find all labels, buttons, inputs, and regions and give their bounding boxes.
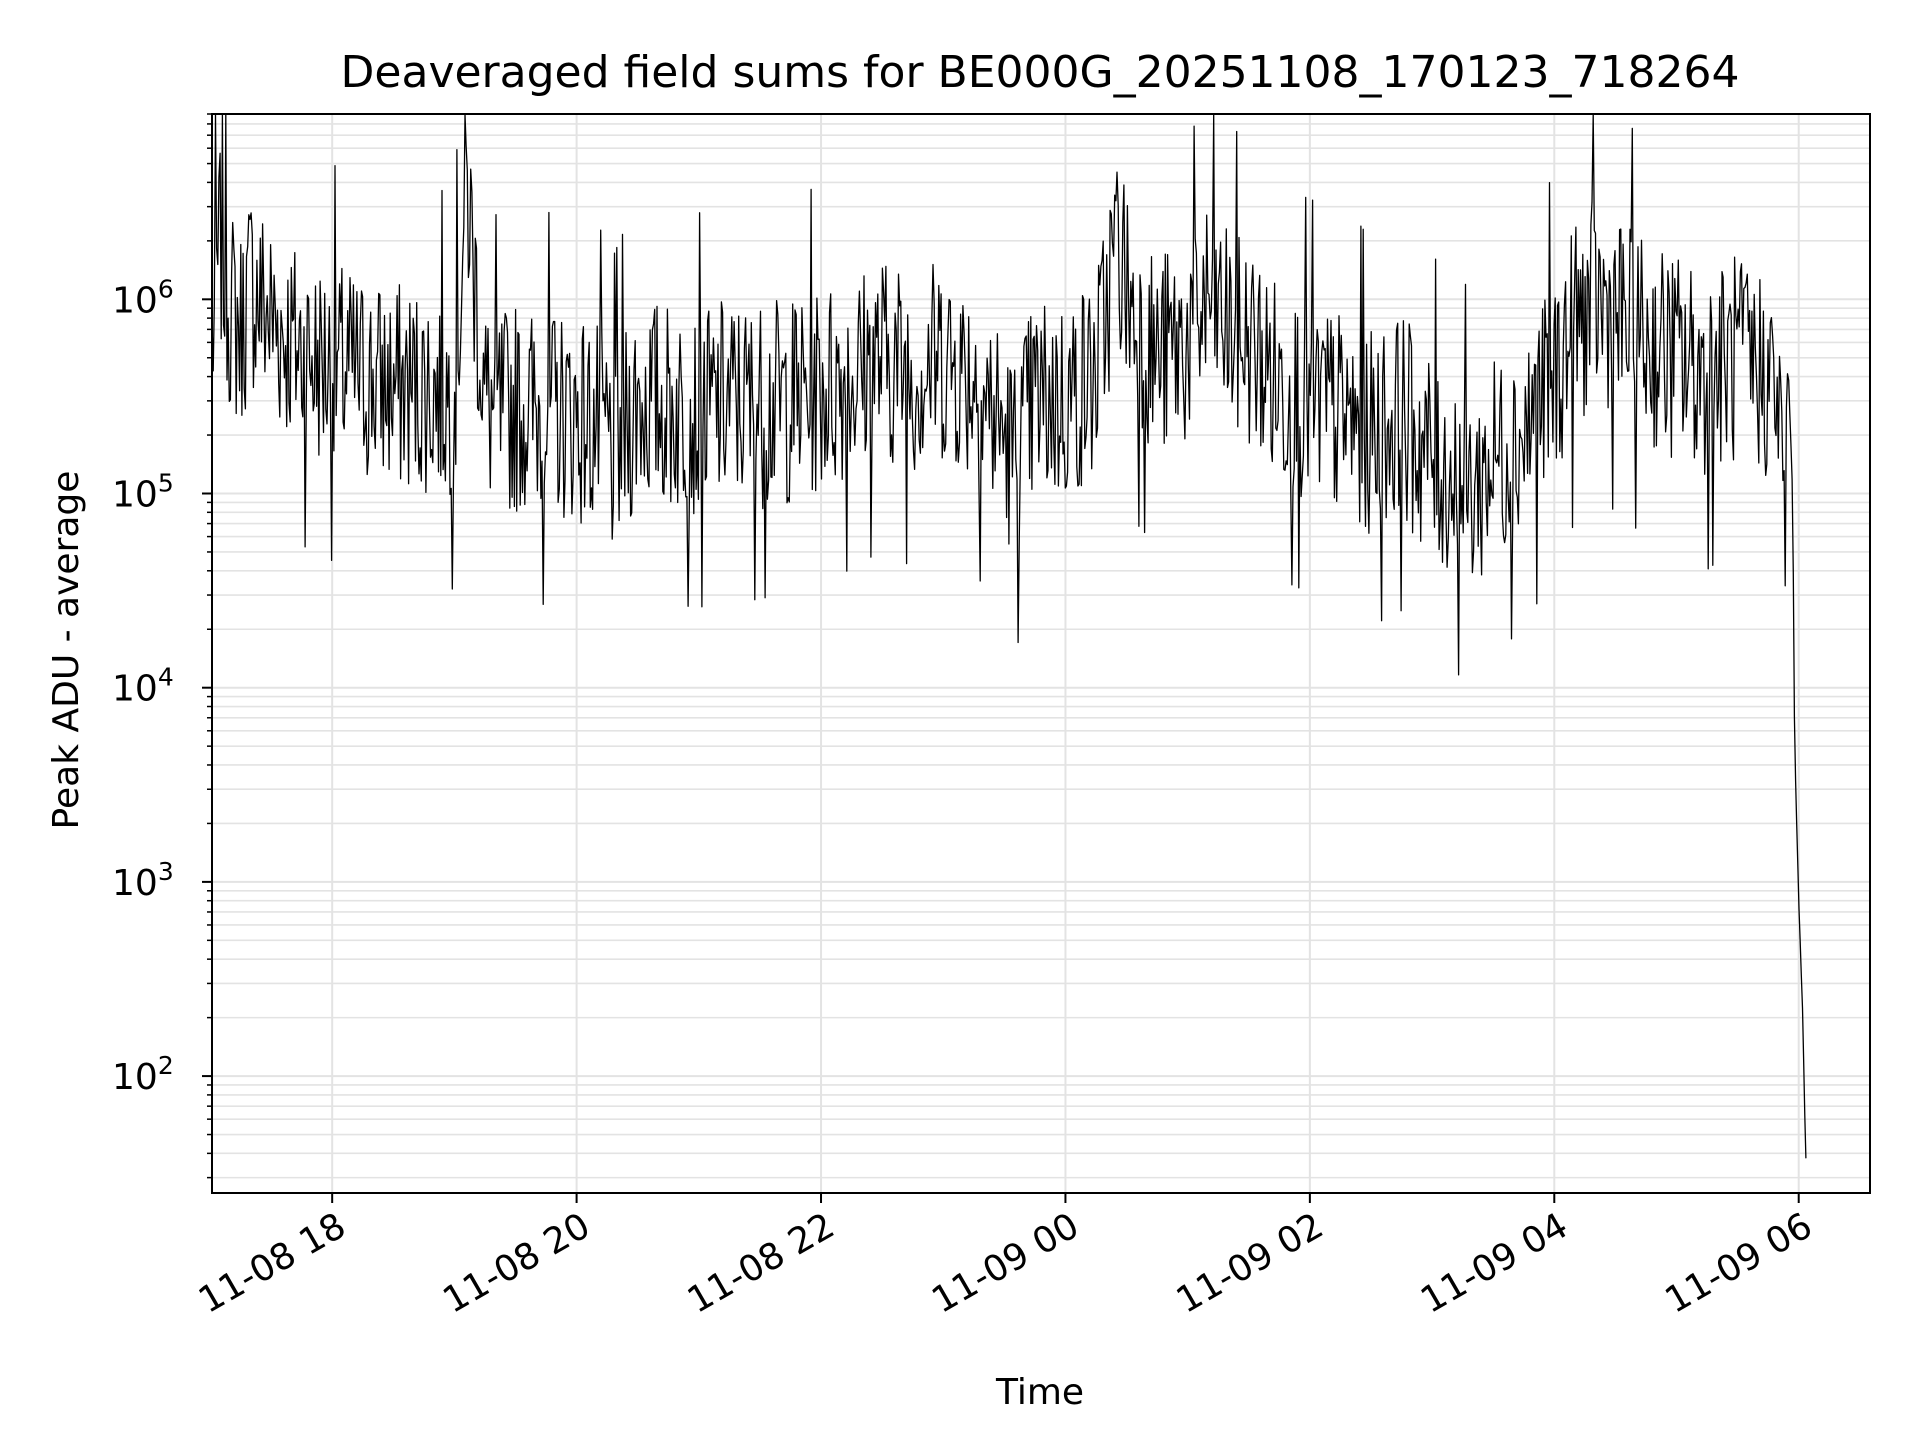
x-tick-label: 11-09 00 [925, 1205, 1086, 1321]
y-tick-label: 102 [112, 1051, 174, 1098]
chart-title: Deaveraged field sums for BE000G_2025110… [341, 47, 1740, 98]
y-axis-label: Peak ADU - average [46, 471, 87, 830]
y-tick-label: 106 [112, 274, 174, 321]
y-tick-label: 103 [112, 857, 174, 904]
series-line-path [211, 113, 1807, 1159]
series-line [211, 113, 1807, 1159]
x-tick-label: 11-09 02 [1170, 1205, 1331, 1321]
x-tick-label: 11-09 04 [1414, 1205, 1575, 1321]
x-tick-label: 11-08 18 [192, 1205, 353, 1321]
y-tick-label: 104 [112, 663, 174, 710]
y-tick-label: 105 [112, 469, 174, 516]
x-axis-label: Time [995, 1372, 1084, 1413]
x-tick-label: 11-08 20 [436, 1205, 597, 1321]
x-tick-label: 11-09 06 [1659, 1205, 1820, 1321]
x-tick-label: 11-08 22 [681, 1205, 842, 1321]
plot-frame [211, 113, 1871, 1194]
